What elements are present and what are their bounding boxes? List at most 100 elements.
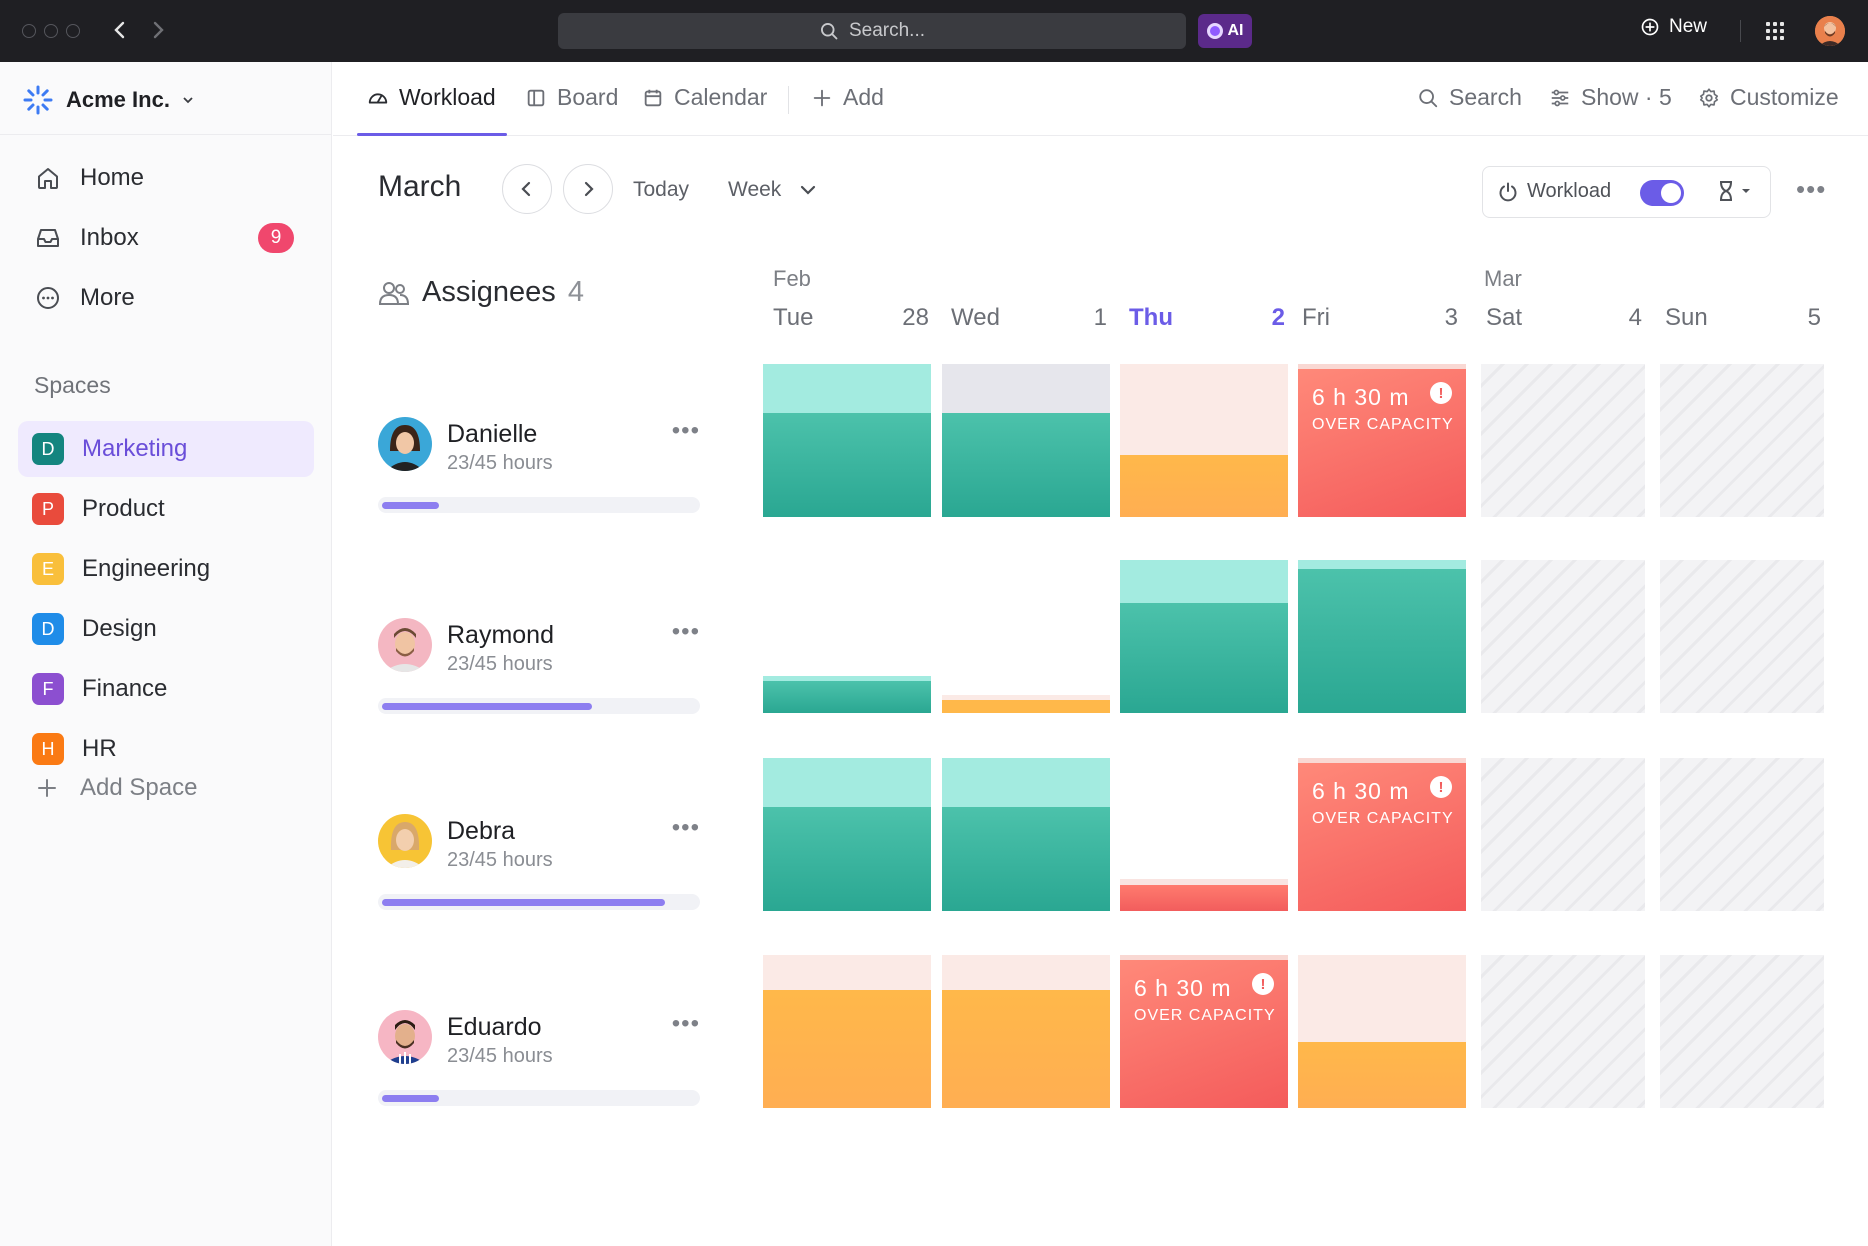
tabs-divider bbox=[788, 86, 789, 114]
time-estimate-dropdown[interactable] bbox=[1715, 179, 1751, 203]
tab-board[interactable]: Board bbox=[525, 84, 618, 111]
workload-cell[interactable] bbox=[763, 758, 931, 911]
day-name: Thu bbox=[1129, 304, 1173, 331]
zoom-window-button[interactable] bbox=[66, 24, 80, 38]
over-capacity-cell[interactable]: 6 h 30 m OVER CAPACITY ! bbox=[1298, 758, 1466, 911]
capacity-bar bbox=[378, 698, 700, 714]
workload-cell[interactable] bbox=[1298, 560, 1466, 713]
workload-cell[interactable] bbox=[1120, 758, 1288, 911]
tab-label: Board bbox=[557, 84, 619, 110]
assignee-options-button[interactable]: ••• bbox=[671, 814, 700, 841]
workload-cell[interactable] bbox=[763, 560, 931, 713]
window-controls[interactable] bbox=[22, 24, 80, 38]
sidebar-item-inbox[interactable]: Inbox bbox=[34, 218, 139, 258]
alert-icon: ! bbox=[1430, 776, 1452, 798]
sidebar-item-more[interactable]: More bbox=[34, 278, 135, 318]
add-space-button[interactable]: Add Space bbox=[36, 774, 197, 802]
forward-arrow-icon[interactable] bbox=[146, 18, 170, 42]
view-more-options-button[interactable]: ••• bbox=[1796, 174, 1827, 204]
people-icon bbox=[378, 281, 410, 305]
workload-cell[interactable] bbox=[763, 364, 931, 517]
weekend-cell bbox=[1481, 955, 1645, 1108]
ai-button[interactable]: AI bbox=[1198, 14, 1252, 48]
tab-workload[interactable]: Workload bbox=[367, 84, 496, 111]
workload-cell[interactable] bbox=[1298, 955, 1466, 1108]
assignee-row-raymond[interactable]: Raymond 23/45 hours ••• bbox=[378, 618, 700, 738]
plus-icon bbox=[813, 89, 831, 106]
month-label-feb: Feb bbox=[773, 266, 811, 291]
day-header-tue: Tue 28 bbox=[773, 304, 941, 338]
day-header-sun: Sun 5 bbox=[1665, 304, 1833, 338]
sidebar-item-label: Inbox bbox=[80, 224, 139, 251]
day-header-wed: Wed 1 bbox=[951, 304, 1119, 338]
tab-label: Search bbox=[1449, 84, 1522, 110]
search-icon bbox=[820, 23, 838, 40]
next-period-button[interactable] bbox=[563, 164, 613, 214]
workload-cell[interactable] bbox=[942, 955, 1110, 1108]
close-window-button[interactable] bbox=[22, 24, 36, 38]
space-engineering[interactable]: E Engineering bbox=[18, 541, 314, 597]
workload-cell[interactable] bbox=[942, 758, 1110, 911]
assignee-row-eduardo[interactable]: Eduardo 23/45 hours ••• bbox=[378, 1010, 700, 1130]
workload-cell[interactable] bbox=[763, 955, 931, 1108]
tab-calendar[interactable]: Calendar bbox=[642, 84, 767, 111]
more-icon bbox=[37, 287, 59, 309]
plus-circle-icon bbox=[1641, 18, 1659, 36]
workload-toggle-text: Workload bbox=[1527, 180, 1612, 202]
show-button[interactable]: Show · 5 bbox=[1549, 84, 1672, 111]
assignee-options-button[interactable]: ••• bbox=[671, 417, 700, 444]
assignee-options-button[interactable]: ••• bbox=[671, 618, 700, 645]
topbar-divider bbox=[1740, 20, 1741, 42]
minimize-window-button[interactable] bbox=[44, 24, 58, 38]
workload-toggle[interactable] bbox=[1640, 180, 1684, 206]
sidebar-item-home[interactable]: Home bbox=[34, 158, 144, 198]
user-avatar[interactable] bbox=[1815, 16, 1845, 46]
assignee-hours: 23/45 hours bbox=[447, 653, 553, 675]
space-avatar: H bbox=[32, 733, 64, 765]
assignee-row-debra[interactable]: Debra 23/45 hours ••• bbox=[378, 814, 700, 934]
over-capacity-cell[interactable]: 6 h 30 m OVER CAPACITY ! bbox=[1120, 955, 1288, 1108]
workload-cell[interactable] bbox=[942, 560, 1110, 713]
view-tabs: Workload Board Calendar Add Search Show … bbox=[333, 62, 1868, 136]
workload-cell[interactable] bbox=[1120, 560, 1288, 713]
space-product[interactable]: P Product bbox=[18, 481, 314, 537]
space-design[interactable]: D Design bbox=[18, 601, 314, 657]
over-capacity-cell[interactable]: 6 h 30 m OVER CAPACITY ! bbox=[1298, 364, 1466, 517]
tab-label: Show · 5 bbox=[1581, 84, 1672, 110]
customize-button[interactable]: Customize bbox=[1698, 84, 1839, 111]
spaces-heading: Spaces bbox=[34, 372, 111, 398]
day-name: Wed bbox=[951, 304, 1000, 331]
today-button[interactable]: Today bbox=[633, 178, 690, 201]
space-label: Marketing bbox=[82, 435, 188, 462]
workload-cell[interactable] bbox=[942, 364, 1110, 517]
workspace-switcher[interactable]: Acme Inc. bbox=[22, 84, 194, 116]
sidebar: Acme Inc. Home Inbox 9 More Spaces D Mar… bbox=[0, 62, 332, 1246]
space-avatar: D bbox=[32, 613, 64, 645]
day-header-sat: Sat 4 bbox=[1486, 304, 1654, 338]
sliders-icon bbox=[1551, 89, 1569, 106]
new-button[interactable]: New bbox=[1640, 16, 1707, 38]
previous-period-button[interactable] bbox=[502, 164, 552, 214]
space-hr[interactable]: H HR bbox=[18, 721, 314, 777]
global-search-input[interactable]: Search... bbox=[558, 13, 1186, 49]
space-marketing[interactable]: D Marketing bbox=[18, 421, 314, 477]
assignee-row-danielle[interactable]: Danielle 23/45 hours ••• bbox=[378, 417, 700, 537]
title-bar: Search... AI New bbox=[0, 0, 1868, 62]
search-button[interactable]: Search bbox=[1417, 84, 1522, 111]
assignee-options-button[interactable]: ••• bbox=[671, 1010, 700, 1037]
space-finance[interactable]: F Finance bbox=[18, 661, 314, 717]
over-capacity-hours: 6 h 30 m bbox=[1134, 975, 1232, 1001]
chevron-down-icon bbox=[183, 97, 193, 104]
back-arrow-icon[interactable] bbox=[108, 18, 132, 42]
workload-cell[interactable] bbox=[1120, 364, 1288, 517]
active-tab-indicator bbox=[357, 133, 507, 136]
apps-grid-icon[interactable] bbox=[1766, 22, 1784, 40]
space-label: Product bbox=[82, 495, 165, 522]
add-view-button[interactable]: Add bbox=[811, 84, 884, 111]
assignees-label: Assignees bbox=[422, 276, 556, 308]
ai-label: AI bbox=[1227, 22, 1244, 39]
period-selector[interactable]: Week bbox=[728, 178, 817, 202]
alert-icon: ! bbox=[1252, 973, 1274, 995]
sidebar-item-label: More bbox=[80, 284, 135, 311]
home-icon bbox=[38, 168, 58, 189]
